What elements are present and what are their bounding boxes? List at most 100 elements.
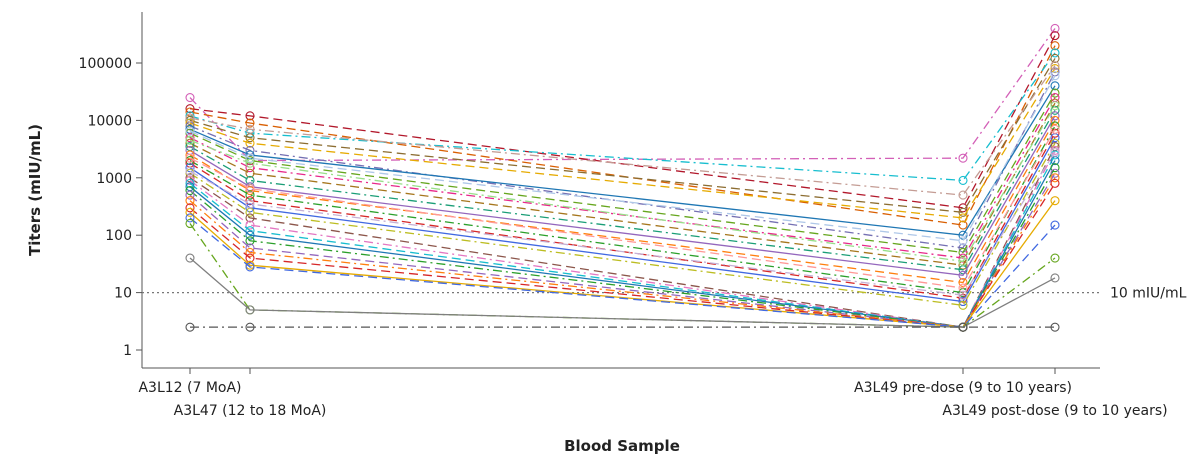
data-point-marker: [185, 133, 195, 143]
data-point-marker: [245, 138, 255, 148]
data-point-marker: [958, 203, 968, 213]
data-point-marker: [245, 118, 255, 128]
series-line: [189, 52, 1056, 182]
series-line: [189, 200, 1056, 328]
data-point-marker: [958, 230, 968, 240]
y-tick-label: 1: [123, 343, 132, 359]
data-point-marker: [245, 253, 255, 263]
series-line-group: [185, 101, 1060, 266]
data-point-marker: [958, 283, 968, 293]
series-line: [189, 109, 1056, 271]
data-point-marker: [185, 104, 195, 114]
data-point-marker: [958, 277, 968, 288]
data-point-marker: [1050, 253, 1060, 263]
series-line-group: [185, 23, 1060, 166]
data-point-marker: [185, 126, 195, 136]
y-tick-label: 100000: [79, 56, 132, 72]
data-point-marker: [245, 322, 255, 332]
data-point-marker: [1050, 173, 1060, 183]
series-line: [189, 142, 1056, 307]
data-point-marker: [245, 190, 255, 200]
data-point-marker: [1050, 273, 1060, 283]
data-point-marker: [185, 322, 195, 332]
series-line: [189, 150, 1056, 328]
data-point-marker: [958, 213, 968, 223]
series-line-group: [185, 31, 1060, 213]
data-point-marker: [1050, 220, 1060, 230]
data-point-marker: [958, 322, 968, 332]
series-line-group: [185, 111, 1060, 280]
x-tick-label: A3L49 post-dose (9 to 10 years): [942, 403, 1167, 419]
data-point-marker: [245, 124, 255, 134]
series-line-group: [185, 322, 1060, 332]
data-point-marker: [185, 185, 195, 196]
series-line: [189, 75, 1056, 242]
data-point-marker: [958, 190, 968, 200]
data-point-marker: [958, 296, 968, 307]
series-line: [189, 257, 1056, 328]
series-line: [189, 58, 1056, 214]
data-point-marker: [185, 253, 195, 263]
data-point-marker: [185, 166, 195, 176]
series-line-group: [185, 168, 1060, 332]
x-axis-title: Blood Sample: [564, 437, 680, 455]
data-point-marker: [1050, 48, 1060, 58]
data-point-marker: [958, 270, 968, 280]
series-line: [189, 102, 1056, 266]
data-point-marker: [1050, 23, 1060, 33]
data-point-marker: [1050, 61, 1060, 71]
y-axis-title: Titers (mIU/mL): [26, 124, 44, 256]
data-point-marker: [958, 256, 968, 266]
data-point-marker: [245, 153, 255, 163]
data-point-marker: [1050, 31, 1060, 41]
data-point-marker: [245, 199, 255, 209]
data-point-marker: [185, 213, 195, 223]
data-point-marker: [185, 207, 195, 217]
series-line: [189, 183, 1056, 328]
data-point-marker: [245, 168, 255, 178]
data-point-marker: [1050, 128, 1060, 138]
data-point-marker: [185, 111, 195, 121]
series-line: [189, 137, 1056, 303]
series-line: [189, 160, 1056, 328]
data-point-marker: [958, 300, 968, 310]
series-line-group: [185, 128, 1060, 303]
data-point-marker: [185, 135, 195, 145]
axes: [141, 12, 1100, 369]
series-layer: [185, 23, 1060, 332]
data-point-marker: [958, 153, 968, 163]
y-tick-label: 1000: [96, 171, 132, 187]
series-line: [189, 65, 1056, 196]
data-point-marker: [185, 115, 195, 125]
data-point-marker: [185, 190, 195, 200]
data-point-marker: [958, 220, 968, 230]
data-point-marker: [1050, 71, 1060, 81]
data-point-marker: [1050, 163, 1060, 173]
data-point-marker: [958, 253, 968, 263]
data-point-marker: [1050, 41, 1060, 51]
data-point-marker: [1050, 115, 1060, 125]
data-point-marker: [958, 247, 968, 258]
data-point-marker: [1050, 53, 1060, 64]
y-tick-label: 10: [114, 286, 132, 302]
series-line-group: [185, 105, 1060, 275]
data-point-marker: [1050, 98, 1060, 108]
series-line: [189, 151, 1056, 296]
series-line: [189, 97, 1056, 259]
reference-line-label: 10 mIU/mL: [1110, 286, 1187, 302]
data-point-marker: [958, 175, 968, 185]
y-tick-label: 10000: [87, 113, 132, 129]
series-line: [189, 68, 1056, 219]
x-tick-label: A3L47 (12 to 18 MoA): [174, 403, 327, 419]
series-line-group: [185, 53, 1060, 217]
data-point-marker: [245, 247, 255, 258]
data-point-marker: [1050, 88, 1060, 98]
data-point-marker: [1050, 124, 1060, 134]
series-line-group: [185, 48, 1060, 185]
x-axis-ticks: A3L12 (7 MoA) A3L47 (12 to 18 MoA) A3L49 p…: [138, 368, 1168, 419]
series-line: [189, 105, 1056, 263]
data-point-marker: [245, 196, 255, 206]
series-line: [189, 167, 1056, 328]
series-line-group: [185, 81, 1060, 240]
series-line-group: [185, 124, 1060, 293]
